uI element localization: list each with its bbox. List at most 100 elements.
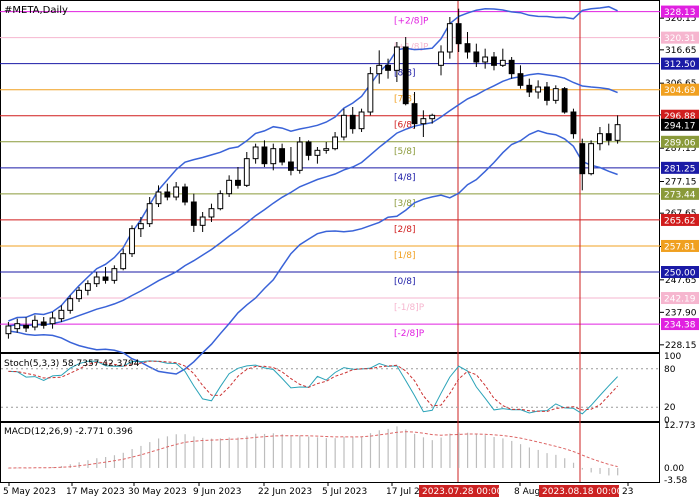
candle-body-up [420,118,427,125]
candle-body-down [570,111,577,135]
murrey-price-badge-bg [661,239,699,252]
murrey-label: [+2/8]P [394,17,429,27]
macd-histogram-bar [263,433,266,468]
candle-body-up [137,223,144,230]
candle-body-up [552,88,559,101]
murrey-label: [+1/8]P [394,43,429,53]
candle [535,80,542,99]
candle [420,110,427,137]
murrey-price-badge-bg [661,109,699,122]
stochastic-oscillator: 100 80 20 0 [1,352,681,426]
candle [482,48,489,69]
macd-histogram-bar [228,437,230,468]
macd-histogram-bar [511,440,513,468]
macd-histogram-bar [519,444,522,468]
murrey-price-badge-bg [661,318,699,331]
candle-body-up [226,179,233,195]
macd-histogram-bar [617,467,619,476]
candle [349,107,356,134]
candle-body-down [526,84,533,93]
candle [146,197,153,227]
macd-histogram-bar [122,452,124,468]
candle-body-down [561,88,568,113]
macd-histogram-bar [555,454,557,468]
macd-histogram-bar [175,434,177,468]
macd-histogram-bar [210,438,213,468]
time-label: 22 Jun 2023 [258,487,312,497]
murrey-price-badge: 304.69 [664,86,696,96]
candle-body-up [588,143,595,175]
stoch-panel-frame [0,353,660,422]
murrey-label: [-1/8]P [394,303,425,313]
macd-signal-line [8,431,618,469]
candle-body-up [199,216,206,226]
candle-body-up [5,325,12,335]
candle-body-down [305,141,312,156]
candle [226,175,233,197]
macd-histogram-bar [78,462,80,468]
candle [279,143,286,166]
macd-histogram-bar [158,438,160,468]
macd-histogram-bar [572,462,575,468]
candle [235,167,241,189]
candle-body-down [182,186,188,203]
candle-body-up [614,124,621,141]
candle [14,318,21,333]
macd-histogram-bar [299,435,301,468]
candle-body-down [349,114,356,130]
main-panel-frame [0,0,660,353]
candle [137,217,144,237]
macd-histogram-bar [537,449,539,468]
macd-histogram-bar [581,467,583,470]
candle-body-up [120,253,127,270]
candle [340,108,347,141]
macd-histogram-bar [334,438,336,468]
price-tick-label: 247.65 [665,276,697,286]
candle-body-up [155,191,162,205]
candle-body-up [499,59,506,66]
murrey-label: [4/8] [394,173,416,183]
murrey-price-badge-bg [661,266,699,278]
murrey-label: [0/8] [394,277,416,287]
candle-body-down [190,201,197,226]
macd-histogram-bar [378,430,380,468]
candle-body-up [208,208,215,218]
candle [173,182,180,201]
candle [76,287,82,302]
macd-histogram-bar [502,438,504,468]
candle-body-down [605,133,612,141]
candle-body-down [279,148,286,163]
candle [491,52,497,71]
macd-histogram-bar [246,435,248,468]
candle [544,82,550,106]
bollinger-upper-line [8,5,618,322]
candle [588,140,595,176]
candle-body-down [40,321,47,326]
candle-body-up [84,283,91,291]
macd-histogram-bar [69,464,71,468]
candle-body-down [261,146,268,165]
candle-body-down [508,59,515,75]
time-highlight-bg [539,485,619,497]
macd-histogram-bar [590,467,592,473]
candle [252,143,259,164]
macd-histogram-bar [219,438,221,468]
candle-body-down [455,23,462,45]
candle [446,17,453,59]
murrey-label: [1/8] [394,251,416,261]
price-tick-label: 277.15 [665,178,697,188]
candle-body-down [288,161,294,171]
murrey-price-badge-bg [661,5,699,18]
price-tick-label: 287.15 [665,144,697,154]
candle [605,123,612,146]
time-highlight-bg [419,485,499,497]
candle-body-up [111,268,118,281]
macd-histogram-bar [361,436,363,468]
macd-histogram-bar [16,467,18,469]
bollinger-lower-line [8,129,618,375]
candle-body-up [270,148,277,165]
candle [261,140,268,167]
candle [120,248,127,271]
macd-histogram-bar [272,433,274,468]
